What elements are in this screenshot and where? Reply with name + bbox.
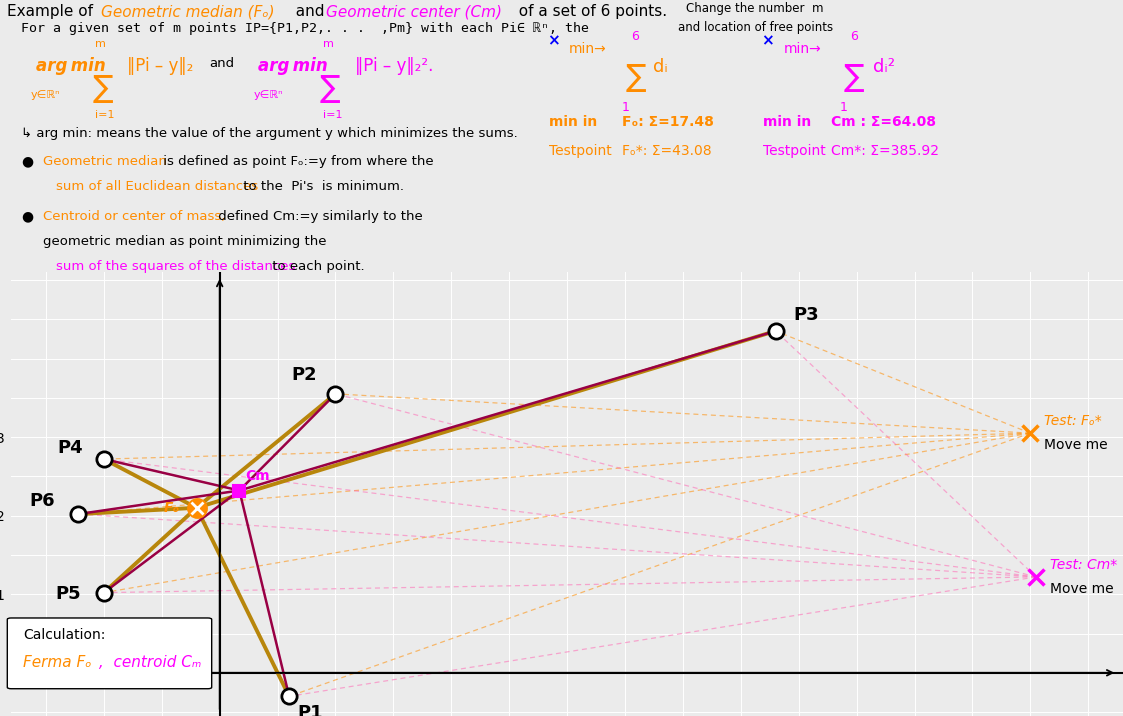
- Text: sum of all Euclidean distances: sum of all Euclidean distances: [56, 180, 258, 193]
- Text: dᵢ²: dᵢ²: [873, 58, 895, 76]
- Text: Cm : Σ=64.08: Cm : Σ=64.08: [831, 115, 937, 129]
- Text: 1: 1: [622, 101, 630, 114]
- Text: to each point.: to each point.: [268, 260, 365, 273]
- Text: P6: P6: [30, 492, 55, 511]
- Text: is defined as point Fₒ:=y from where the: is defined as point Fₒ:=y from where the: [159, 155, 435, 168]
- Text: P5: P5: [55, 585, 81, 603]
- Text: ∑: ∑: [93, 74, 113, 104]
- Text: i=1: i=1: [322, 110, 343, 120]
- Text: Ferma Fₒ: Ferma Fₒ: [22, 654, 91, 669]
- Text: 1: 1: [840, 101, 848, 114]
- Text: Test: Fₒ*: Test: Fₒ*: [1044, 415, 1102, 428]
- Text: and: and: [286, 4, 335, 19]
- Text: 6: 6: [850, 30, 858, 44]
- Text: y∈ℝⁿ: y∈ℝⁿ: [254, 90, 283, 100]
- Text: ●: ●: [21, 210, 34, 224]
- Text: ,  centroid Cₘ: , centroid Cₘ: [93, 654, 201, 669]
- Text: arg min: arg min: [258, 57, 328, 75]
- Text: y∈ℝⁿ: y∈ℝⁿ: [31, 90, 61, 100]
- Text: defined Cm:=y similarly to the: defined Cm:=y similarly to the: [213, 210, 422, 223]
- Text: For a given set of m points IP={P1,P2,. . .  ,Pm} with each Pi∈ ℝⁿ, the: For a given set of m points IP={P1,P2,. …: [21, 22, 590, 35]
- Text: min→: min→: [568, 42, 606, 57]
- Text: Calculation:: Calculation:: [22, 627, 106, 642]
- Text: ∑: ∑: [843, 63, 865, 92]
- Text: dᵢ: dᵢ: [654, 58, 668, 76]
- Text: arg min: arg min: [36, 57, 106, 75]
- FancyBboxPatch shape: [7, 618, 211, 689]
- Text: min in: min in: [763, 115, 811, 129]
- Text: ∑: ∑: [626, 63, 646, 92]
- Text: ×: ×: [760, 34, 774, 49]
- Text: Change the number  m: Change the number m: [686, 1, 824, 15]
- Text: sum of the squares of the distances: sum of the squares of the distances: [56, 260, 295, 273]
- Text: Move me: Move me: [1050, 581, 1114, 596]
- Text: Geometric median (Fₒ): Geometric median (Fₒ): [101, 4, 275, 19]
- Text: P4: P4: [57, 439, 83, 457]
- Text: Cm: Cm: [245, 469, 270, 483]
- Text: m: m: [322, 39, 334, 49]
- Text: 6: 6: [631, 30, 639, 44]
- Text: Test: Cm*: Test: Cm*: [1050, 558, 1117, 572]
- Text: and location of free points: and location of free points: [677, 21, 833, 34]
- Text: Cm*: Σ=385.92: Cm*: Σ=385.92: [831, 144, 939, 158]
- Text: Geometric median: Geometric median: [44, 155, 167, 168]
- Text: of a set of 6 points.: of a set of 6 points.: [509, 4, 667, 19]
- Text: ↳ arg min: means the value of the argument y which minimizes the sums.: ↳ arg min: means the value of the argume…: [21, 127, 518, 140]
- Text: Fₒ*: Σ=43.08: Fₒ*: Σ=43.08: [622, 144, 711, 158]
- Text: Testpoint: Testpoint: [549, 144, 612, 158]
- Text: geometric median as point minimizing the: geometric median as point minimizing the: [44, 235, 327, 248]
- Text: min in: min in: [549, 115, 597, 129]
- Text: m: m: [95, 39, 106, 49]
- Text: Fₒ: Σ=17.48: Fₒ: Σ=17.48: [622, 115, 713, 129]
- Text: Example of: Example of: [7, 4, 98, 19]
- Text: Geometric center (Cm): Geometric center (Cm): [326, 4, 502, 19]
- Text: Move me: Move me: [1044, 438, 1108, 452]
- Text: and: and: [209, 57, 234, 70]
- Text: P3: P3: [793, 306, 819, 324]
- Text: to the  Pi's  is minimum.: to the Pi's is minimum.: [238, 180, 403, 193]
- Text: ‖Pi – y‖₂: ‖Pi – y‖₂: [127, 57, 194, 75]
- Text: ‖Pi – y‖₂².: ‖Pi – y‖₂².: [355, 57, 433, 75]
- Text: ∑: ∑: [320, 74, 340, 104]
- Text: ●: ●: [21, 155, 34, 169]
- Text: min→: min→: [784, 42, 821, 57]
- Text: i=1: i=1: [95, 110, 115, 120]
- Text: Centroid or center of mass,: Centroid or center of mass,: [44, 210, 226, 223]
- Text: Fₒ: Fₒ: [164, 500, 181, 515]
- Text: P1: P1: [298, 704, 323, 716]
- Text: ×: ×: [547, 34, 559, 49]
- Text: P2: P2: [292, 366, 317, 384]
- Text: Testpoint: Testpoint: [763, 144, 825, 158]
